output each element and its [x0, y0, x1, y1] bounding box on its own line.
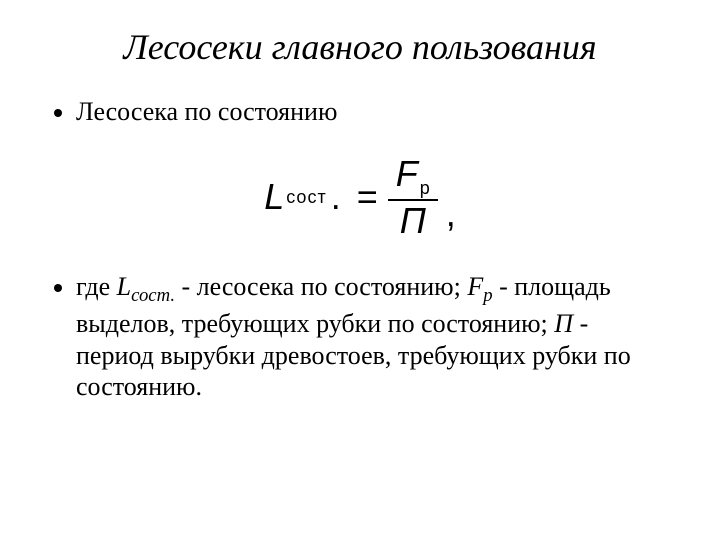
formula: Lсост. = Fр П , [264, 154, 456, 241]
bullet-item-2: где Lсост. - лесосека по состоянию; Fр -… [76, 271, 672, 403]
formula-lhs-var: L [264, 176, 284, 218]
bullet-item-1: Лесосека по состоянию [76, 96, 672, 128]
bullet-list-2: где Lсост. - лесосека по состоянию; Fр -… [48, 271, 672, 403]
text-part-1: где [76, 272, 117, 301]
formula-lhs-sub: сост [286, 187, 326, 208]
slide: Лесосеки главного пользования Лесосека п… [0, 0, 720, 540]
formula-num-sub: р [420, 178, 430, 198]
text-part-2: - лесосека по состоянию; [175, 272, 467, 301]
slide-title: Лесосеки главного пользования [48, 26, 672, 68]
sub-r: р [483, 285, 492, 306]
formula-eq: = [357, 176, 378, 218]
formula-block: Lсост. = Fр П , [48, 154, 672, 241]
formula-num-var: F [396, 153, 418, 194]
var-F: F [467, 272, 483, 301]
var-L: L [117, 272, 131, 301]
sub-sost: сост. [131, 285, 175, 306]
formula-fraction: Fр П [388, 154, 438, 241]
formula-numerator: Fр [388, 154, 438, 201]
formula-comma: , [446, 193, 456, 241]
formula-denominator: П [392, 201, 434, 241]
bullet-list: Лесосека по состоянию [48, 96, 672, 128]
formula-lhs-dot: . [331, 176, 341, 218]
var-P: П [554, 309, 573, 338]
